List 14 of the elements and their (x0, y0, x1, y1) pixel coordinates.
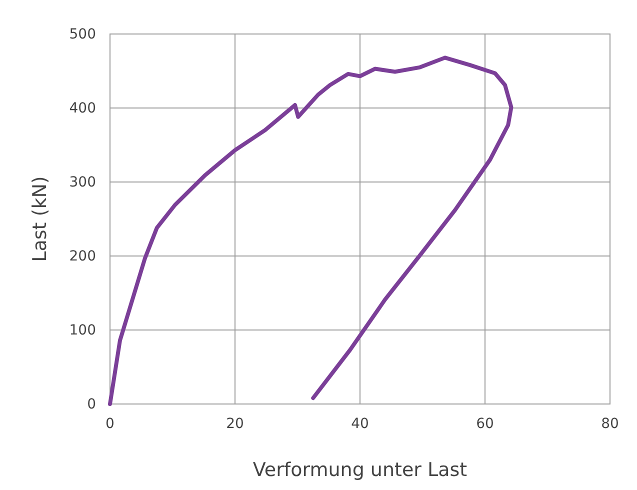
y-axis-title: Last (kN) (29, 176, 51, 262)
x-tick-label: 20 (226, 416, 244, 432)
y-tick-label: 100 (69, 322, 96, 338)
y-tick-label: 0 (87, 396, 96, 412)
y-tick-label: 200 (69, 248, 96, 264)
x-tick-label: 60 (476, 416, 494, 432)
line-series (108, 56, 514, 406)
x-tick-label: 0 (106, 416, 114, 432)
x-axis-title: Verformung unter Last (252, 459, 468, 481)
y-tick-label: 500 (69, 26, 96, 42)
x-tick-label: 40 (351, 416, 369, 432)
y-tick-label: 300 (69, 174, 96, 190)
y-tick-label: 400 (69, 100, 96, 116)
x-tick-label: 80 (601, 416, 619, 432)
